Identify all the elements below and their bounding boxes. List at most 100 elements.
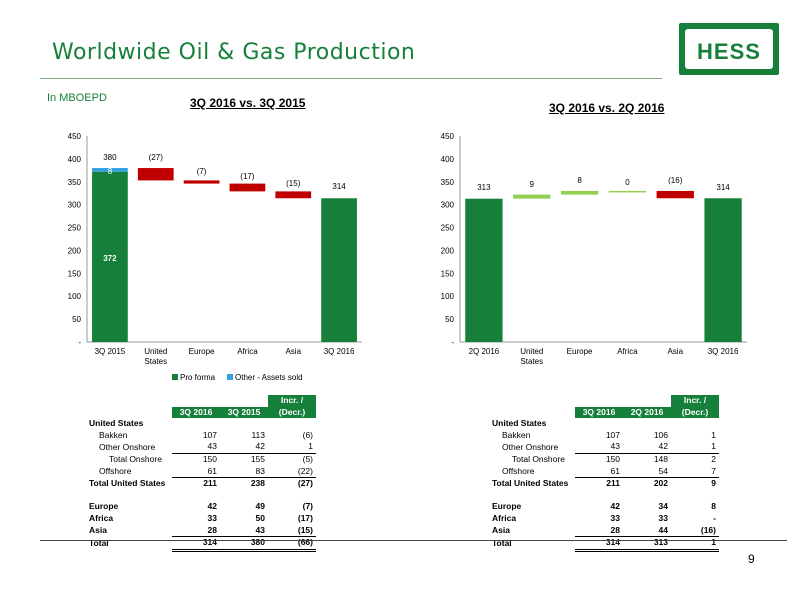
row-value: 33 [658,512,668,523]
bar-assets-sold [92,168,128,172]
row-label: Bakken [99,429,128,440]
row-value: 380 [220,536,268,552]
table-header-row: 3Q 2016 2Q 2016 (Decr.) [489,406,719,419]
table-row: Total United States 211 202 9 [489,478,719,490]
table-row: Offshore 61 54 7 [489,465,719,479]
table-row [86,490,316,502]
table-row: Other Onshore 43 42 1 [86,441,316,454]
row-value [671,490,719,502]
row-value: 2 [711,453,716,464]
page-number: 9 [748,552,755,566]
row-value [575,490,623,502]
row-value: (5) [302,453,313,464]
page-title: Worldwide Oil & Gas Production [52,40,416,65]
table-row: Europe 42 34 8 [489,501,719,513]
row-value: 43 [172,441,220,454]
row-value: (22) [268,465,316,479]
row-value: 42 [207,501,217,512]
table-row: Europe 42 49 (7) [86,501,316,513]
y-tick-label: 250 [68,224,82,233]
row-value: 42 [623,441,671,454]
row-label: Europe [89,501,119,512]
data-label: (17) [240,172,255,181]
y-tick-label: 300 [441,201,455,210]
x-tick-label: 3Q 2016 [708,347,739,356]
table-3q16-vs-3q15: Incr. /3Q 2016 3Q 2015 (Decr.) United State… [86,395,316,552]
row-label: Total United States [89,477,166,488]
row-value: (15) [268,524,316,538]
data-label: (27) [149,153,164,162]
row-value: 33 [610,512,620,523]
waterfall-bar [183,180,220,184]
header-cell: 3Q 2016 [172,406,220,419]
y-tick-label: 350 [441,178,455,187]
row-value [220,418,268,430]
row-value: 150 [605,453,620,464]
data-label: 313 [477,183,491,192]
chart-2-svg: - 50 100 150 200 250 300 350 400 450 2Q 2016 United… [441,132,747,366]
row-value: 49 [255,501,265,512]
waterfall-bar [137,168,174,181]
row-value: 211 [606,478,620,489]
x-tick-label: 3Q 2015 [95,347,126,356]
header-cell [489,407,575,419]
row-value: 1 [671,536,719,552]
header-cell [86,407,172,419]
row-value [623,490,671,502]
data-label: 0 [625,178,630,187]
table-row: United States [86,418,316,430]
data-label: (7) [197,167,207,176]
y-tick-label: 200 [68,246,82,255]
data-label: 372 [103,254,117,263]
row-value: 107 [202,429,217,440]
table-row: Total Onshore 150 148 2 [489,453,719,465]
row-label: Europe [492,501,522,512]
row-value: 33 [207,512,217,523]
chart-1-title: 3Q 2016 vs. 3Q 2015 [190,96,306,110]
y-tick-label: 200 [441,246,455,255]
header-cell: (Decr.) [268,406,316,419]
row-value: 211 [203,478,217,489]
x-tick-label: 2Q 2016 [469,347,500,356]
y-tick-label: 400 [441,155,455,164]
row-label [86,490,172,502]
row-value: (66) [268,536,316,552]
row-value: 155 [250,453,265,464]
row-value: 42 [220,441,268,454]
y-tick-label: 150 [68,269,82,278]
row-label: Total [492,537,512,548]
row-label: Total Onshore [512,453,565,464]
row-value: 34 [658,501,668,512]
row-value [172,418,220,430]
waterfall-bar [560,190,599,195]
table-header-row: Incr. / [489,395,719,407]
table-row: Africa 33 50 (17) [86,513,316,525]
x-tick-label: United [144,347,167,356]
table-row: Asia 28 43 (15) [86,524,316,538]
row-label: Asia [89,524,107,535]
logo-frame: HESS [685,29,773,69]
waterfall-bar [513,194,551,199]
row-value: (27) [297,478,313,489]
x-tick-label: Asia [285,347,301,356]
y-tick-label: 100 [441,292,455,301]
data-label: (16) [668,176,683,185]
waterfall-bar [608,190,647,193]
y-tick-label: 50 [72,315,81,324]
bar-end [321,198,357,342]
row-value: 44 [623,524,671,538]
row-label: Total [89,537,109,548]
table-row: Bakken 107 106 1 [489,430,719,442]
chart-2-title: 3Q 2016 vs. 2Q 2016 [549,101,665,115]
row-value: (17) [297,512,313,523]
x-tick-label: Africa [237,347,258,356]
row-label: Other Onshore [99,441,156,452]
table-row: Total 314 313 1 [489,536,719,552]
row-value: 150 [202,453,217,464]
row-value: 313 [623,536,671,552]
y-tick-label: - [78,338,81,347]
legend-label: Pro forma [180,373,216,382]
row-value: 28 [172,524,220,538]
row-value: 238 [250,478,265,489]
row-value [268,490,316,502]
